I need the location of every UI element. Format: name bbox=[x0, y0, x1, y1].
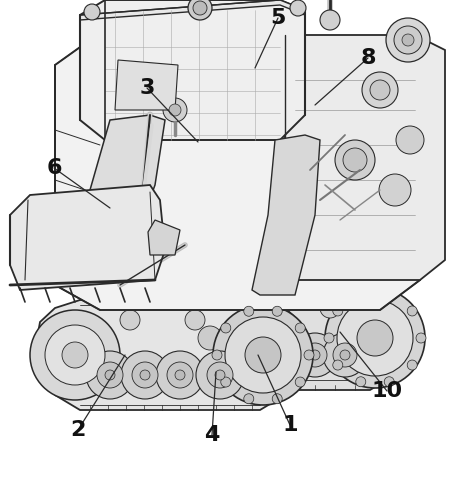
Circle shape bbox=[290, 0, 306, 16]
Circle shape bbox=[156, 351, 204, 399]
Circle shape bbox=[272, 394, 282, 404]
Circle shape bbox=[295, 377, 305, 387]
Polygon shape bbox=[55, 40, 430, 310]
Circle shape bbox=[356, 377, 366, 387]
Circle shape bbox=[333, 306, 343, 316]
Circle shape bbox=[167, 362, 193, 388]
Polygon shape bbox=[72, 115, 165, 280]
Circle shape bbox=[304, 350, 314, 360]
Circle shape bbox=[163, 98, 187, 122]
Polygon shape bbox=[35, 300, 305, 410]
Circle shape bbox=[273, 343, 297, 367]
Circle shape bbox=[168, 296, 252, 380]
Circle shape bbox=[384, 289, 394, 299]
Circle shape bbox=[243, 343, 267, 367]
Text: 2: 2 bbox=[70, 420, 86, 440]
Circle shape bbox=[86, 351, 134, 399]
Circle shape bbox=[379, 174, 411, 206]
Circle shape bbox=[280, 350, 290, 360]
Polygon shape bbox=[80, 0, 305, 140]
Circle shape bbox=[324, 333, 334, 343]
Circle shape bbox=[215, 370, 225, 380]
Circle shape bbox=[30, 310, 120, 400]
Circle shape bbox=[244, 394, 254, 404]
Circle shape bbox=[97, 362, 123, 388]
Circle shape bbox=[62, 342, 88, 368]
Circle shape bbox=[140, 370, 150, 380]
Circle shape bbox=[84, 4, 100, 20]
Circle shape bbox=[120, 310, 140, 330]
Polygon shape bbox=[80, 0, 305, 20]
Circle shape bbox=[396, 126, 424, 154]
Circle shape bbox=[245, 337, 281, 373]
Circle shape bbox=[225, 317, 301, 393]
Circle shape bbox=[370, 80, 390, 100]
Circle shape bbox=[325, 288, 425, 388]
Circle shape bbox=[335, 140, 375, 180]
Circle shape bbox=[386, 18, 430, 62]
Text: 3: 3 bbox=[139, 78, 155, 98]
Circle shape bbox=[362, 72, 398, 108]
Circle shape bbox=[340, 350, 350, 360]
Circle shape bbox=[272, 306, 282, 316]
Circle shape bbox=[407, 306, 417, 316]
Polygon shape bbox=[115, 60, 178, 110]
Circle shape bbox=[121, 351, 169, 399]
Circle shape bbox=[260, 298, 280, 318]
Circle shape bbox=[213, 305, 313, 405]
Circle shape bbox=[221, 377, 231, 387]
Polygon shape bbox=[148, 220, 180, 255]
Text: 4: 4 bbox=[204, 425, 219, 445]
Circle shape bbox=[212, 350, 222, 360]
Text: 1: 1 bbox=[282, 415, 298, 435]
Circle shape bbox=[45, 325, 105, 385]
Circle shape bbox=[402, 34, 414, 46]
Circle shape bbox=[357, 320, 393, 356]
Circle shape bbox=[333, 343, 357, 367]
Circle shape bbox=[169, 104, 181, 116]
Circle shape bbox=[343, 148, 367, 172]
Circle shape bbox=[233, 333, 277, 377]
Circle shape bbox=[416, 333, 426, 343]
Circle shape bbox=[337, 300, 413, 376]
Circle shape bbox=[384, 377, 394, 387]
Polygon shape bbox=[252, 135, 320, 295]
Circle shape bbox=[323, 333, 367, 377]
Circle shape bbox=[196, 351, 244, 399]
Polygon shape bbox=[10, 185, 165, 290]
Circle shape bbox=[198, 326, 222, 350]
Circle shape bbox=[132, 362, 158, 388]
Text: 8: 8 bbox=[360, 48, 376, 68]
Circle shape bbox=[303, 343, 327, 367]
Circle shape bbox=[105, 370, 115, 380]
Circle shape bbox=[250, 350, 260, 360]
Circle shape bbox=[207, 362, 233, 388]
Circle shape bbox=[320, 298, 340, 318]
Circle shape bbox=[356, 289, 366, 299]
Circle shape bbox=[188, 0, 212, 20]
Circle shape bbox=[182, 310, 238, 366]
Circle shape bbox=[193, 1, 207, 15]
Circle shape bbox=[185, 310, 205, 330]
Circle shape bbox=[221, 323, 231, 333]
Polygon shape bbox=[285, 35, 445, 280]
Circle shape bbox=[263, 333, 307, 377]
Circle shape bbox=[175, 370, 185, 380]
Text: 10: 10 bbox=[372, 381, 402, 401]
Text: 6: 6 bbox=[46, 158, 62, 178]
Circle shape bbox=[394, 26, 422, 54]
Text: 5: 5 bbox=[270, 8, 286, 28]
Circle shape bbox=[244, 306, 254, 316]
Polygon shape bbox=[190, 285, 415, 390]
Circle shape bbox=[320, 10, 340, 30]
Circle shape bbox=[310, 350, 320, 360]
Circle shape bbox=[333, 360, 343, 370]
Circle shape bbox=[295, 323, 305, 333]
Circle shape bbox=[407, 360, 417, 370]
Circle shape bbox=[293, 333, 337, 377]
